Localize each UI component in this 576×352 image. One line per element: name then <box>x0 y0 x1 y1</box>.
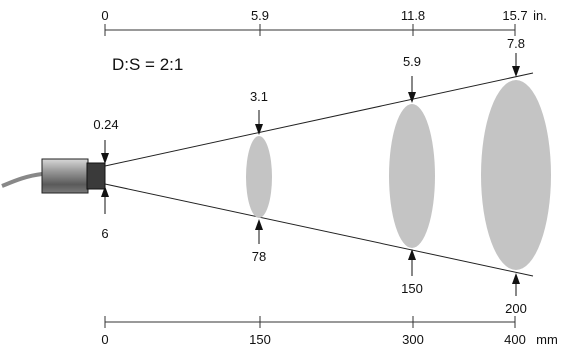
spot-ellipse <box>246 136 272 218</box>
sensor-tip <box>86 162 106 190</box>
sensor-body <box>41 158 89 194</box>
arrow-head <box>255 124 263 135</box>
bottom-axis: 0 150 300 400 mm <box>101 316 558 347</box>
spot-size-label-in: 3.1 <box>250 89 268 104</box>
ratio-label: D:S = 2:1 <box>112 55 183 74</box>
bottom-axis-tick-label: 150 <box>249 332 271 347</box>
top-axis-tick-label: 0 <box>101 8 108 23</box>
spot-size-label-mm: 150 <box>401 281 423 296</box>
lower-arrows <box>101 186 520 296</box>
sensor-icon <box>1 158 106 194</box>
arrow-head <box>101 186 109 197</box>
arrow-head <box>512 273 520 284</box>
spot-size-label-mm: 200 <box>505 301 527 316</box>
top-axis-tick-label: 15.7 <box>502 8 527 23</box>
bottom-axis-tick-label: 300 <box>402 332 424 347</box>
arrow-head <box>512 66 520 77</box>
bottom-axis-unit: mm <box>536 332 558 347</box>
top-axis-unit: in. <box>533 8 547 23</box>
arrow-head <box>408 249 416 260</box>
top-axis: 0 5.9 11.8 15.7 in. <box>101 8 547 36</box>
spot-size-label-in: 5.9 <box>403 54 421 69</box>
spot-size-label-mm: 78 <box>252 249 266 264</box>
bottom-axis-tick-label: 400 <box>504 332 526 347</box>
top-axis-tick-label: 11.8 <box>401 8 425 23</box>
upper-arrows <box>101 53 520 164</box>
spot-size-label-in: 0.24 <box>93 117 118 132</box>
arrow-head <box>255 219 263 230</box>
spot-size-label-mm: 6 <box>101 226 108 241</box>
beam-lower-line <box>104 183 534 277</box>
beam-upper-line <box>104 72 534 167</box>
top-axis-tick-label: 5.9 <box>251 8 269 23</box>
arrow-head <box>101 153 109 164</box>
spot-ellipse <box>481 80 551 270</box>
bottom-axis-tick-label: 0 <box>101 332 108 347</box>
spot-size-label-in: 7.8 <box>507 36 525 51</box>
spot-ellipse <box>389 104 435 248</box>
arrow-head <box>408 92 416 103</box>
sensor-cable <box>1 172 43 188</box>
